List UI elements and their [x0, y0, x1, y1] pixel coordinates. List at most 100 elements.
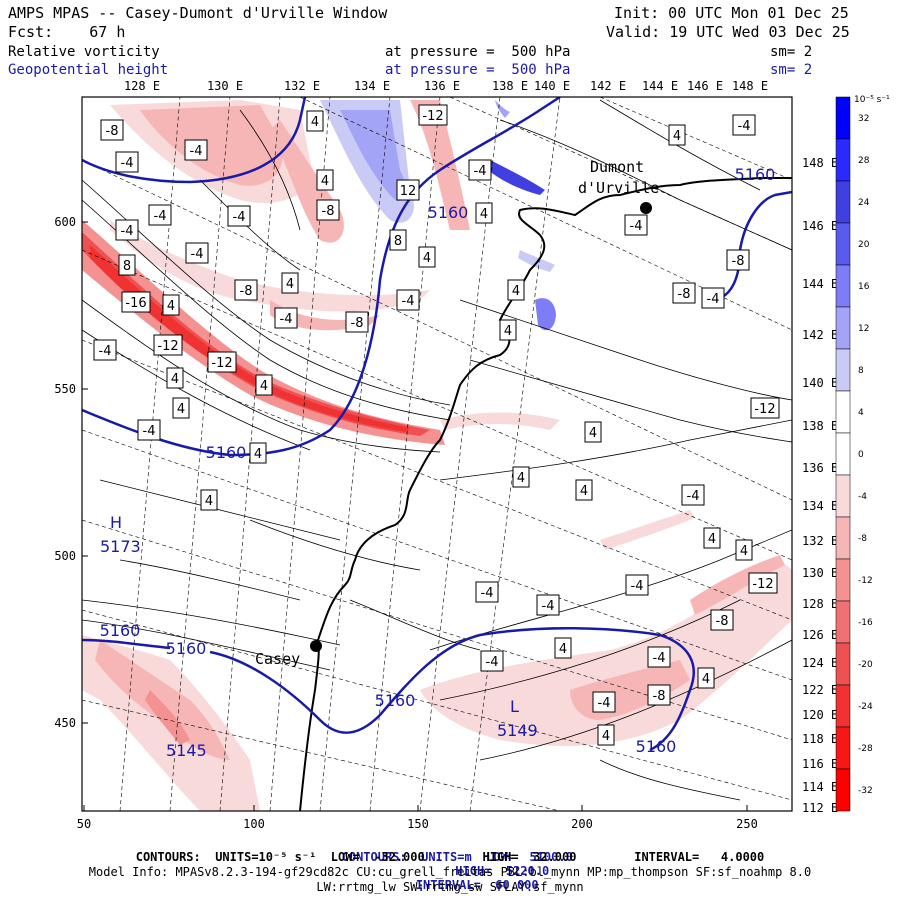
y-tick-label: 550 — [54, 382, 76, 396]
vorticity-label-text: 4 — [602, 729, 610, 744]
vorticity-label: 4 — [512, 466, 530, 488]
colorbar-cell — [835, 138, 851, 182]
vorticity-label-box — [672, 282, 696, 304]
vorticity-label: -12 — [750, 397, 780, 419]
x-axis-ticks: 50 100 150 200 250 — [77, 805, 758, 831]
height-contour-label: 5160 — [636, 737, 677, 756]
vorticity-label-text: 4 — [480, 207, 488, 222]
footer-model-info: Model Info: MPASv8.2.3-194-gf29cd82c CU:… — [88, 865, 812, 879]
colorbar-cell — [835, 558, 851, 602]
vorticity-label-text: 4 — [589, 426, 597, 441]
vorticity-label: -4 — [185, 242, 209, 264]
y-tick-label: 500 — [54, 549, 76, 563]
vorticity-label: -8 — [672, 282, 696, 304]
field1-smoothing: sm= 2 — [770, 44, 813, 60]
height-contour-high: HIGH= 5220.0 — [455, 864, 550, 878]
vorticity-label-text: -4 — [481, 586, 494, 601]
vorticity-label: -4 — [274, 307, 298, 329]
colorbar-cell — [835, 642, 851, 686]
vorticity-label-text: -4 — [738, 119, 751, 134]
colorbar-units: 10⁻⁵ s⁻¹ — [854, 95, 890, 105]
vorticity-label: -16 — [121, 291, 151, 313]
vorticity-label: -8 — [726, 249, 750, 271]
colorbar-level-label: -20 — [858, 660, 873, 670]
vorticity-label: -4 — [115, 219, 139, 241]
colorbar-level-label: 32 — [858, 114, 869, 124]
top-lon-label: 148 E — [732, 79, 768, 93]
colorbar-cell — [835, 306, 851, 350]
vorticity-label-box — [148, 204, 172, 226]
right-lon-label: 116 E — [802, 757, 838, 771]
vorticity-label-box — [316, 169, 334, 191]
field1-level: at pressure = 500 hPa — [385, 44, 571, 60]
vorticity-label-text: 4 — [254, 447, 262, 462]
low-value-east: 5149 — [497, 721, 538, 740]
vorticity-label-box — [172, 397, 190, 419]
height-contour-interval: INTERVAL= 60.000 — [415, 878, 539, 892]
top-longitude-labels: 128 E 130 E 132 E 134 E 136 E 138 E 140 E 142 E… — [124, 79, 768, 93]
vorticity-label: -4 — [93, 339, 117, 361]
vorticity-label: -4 — [732, 114, 756, 136]
top-lon-label: 138 E — [492, 79, 528, 93]
high-marker: H — [110, 513, 122, 532]
vorticity-label: -8 — [234, 279, 258, 301]
vorticity-label-text: -4 — [121, 224, 134, 239]
vorticity-label: 4 — [597, 724, 615, 746]
height-contour-label: 5160 — [206, 443, 247, 462]
casey-station-marker — [310, 640, 322, 652]
vorticity-contours — [82, 99, 792, 801]
place-markers: Casey Dumont d'Urville — [255, 158, 659, 668]
vorticity-label-box — [153, 334, 183, 356]
vorticity-label: 4 — [306, 110, 324, 132]
vorticity-label-text: 4 — [311, 115, 319, 130]
height-contour-info: CONTOURS: UNITS=m LOW= 5100.0 — [341, 850, 573, 864]
vorticity-label-text: -4 — [280, 312, 293, 327]
vorticity-label: 4 — [735, 539, 753, 561]
right-lon-label: 138 E — [802, 419, 838, 433]
vorticity-label: -12 — [418, 104, 448, 126]
colorbar-level-label: 4 — [858, 408, 864, 418]
vorticity-label-box — [584, 421, 602, 443]
pressure-extrema: H 5173 L 5149 5145 — [100, 513, 538, 760]
vorticity-label-box — [227, 205, 251, 227]
colorbar-level-label: -8 — [858, 534, 867, 544]
right-lon-label: 124 E — [802, 656, 838, 670]
colorbar-cell — [835, 264, 851, 308]
vorticity-label-box — [624, 214, 648, 236]
colorbar: 32 28 24 20 16 12 8 4 0 -4 -8 -12 -16 -20 -24 -28 -32 10… — [835, 95, 890, 812]
vorticity-label-text: -12 — [752, 577, 773, 592]
colorbar-labels: 32 28 24 20 16 12 8 4 0 -4 -8 -12 -16 -20 -24 -28 -32 — [858, 114, 873, 796]
y-axis-ticks: 600 550 500 450 — [54, 215, 88, 730]
vorticity-label-text: -8 — [716, 614, 729, 629]
colorbar-level-label: 16 — [858, 282, 870, 292]
y-tick-label: 600 — [54, 215, 76, 229]
vorticity-label-box — [475, 202, 493, 224]
vorticity-label-box — [536, 594, 560, 616]
vorticity-label-box — [701, 287, 725, 309]
vorticity-label: 4 — [697, 667, 715, 689]
vorticity-label-box — [121, 291, 151, 313]
vorticity-label-box — [274, 307, 298, 329]
vorticity-label: -8 — [710, 609, 734, 631]
right-lon-label: 118 E — [802, 732, 838, 746]
dumont-durville-station-marker — [640, 202, 652, 214]
vorticity-label-text: -4 — [190, 144, 203, 159]
vorticity-label: -8 — [647, 684, 671, 706]
colorbar-level-label: 8 — [858, 366, 864, 376]
vorticity-label-text: -12 — [211, 356, 232, 371]
right-lon-label: 112 E — [802, 801, 838, 815]
vorticity-label-text: 4 — [171, 372, 179, 387]
vorticity-label-text: -12 — [754, 402, 775, 417]
vorticity-label-text: 4 — [423, 251, 431, 266]
vorticity-label-box — [100, 119, 124, 141]
colorbar-level-label: 12 — [858, 324, 869, 334]
vorticity-label: 4 — [584, 421, 602, 443]
vorticity-label: 8 — [389, 229, 407, 251]
vorticity-label: -4 — [137, 419, 161, 441]
vorticity-label-box — [418, 246, 436, 268]
low-value-west: 5145 — [166, 741, 207, 760]
vorticity-label-box — [647, 646, 671, 668]
vorticity-label-box — [166, 367, 184, 389]
vorticity-label-box — [507, 279, 525, 301]
vorticity-label-text: -8 — [322, 204, 335, 219]
